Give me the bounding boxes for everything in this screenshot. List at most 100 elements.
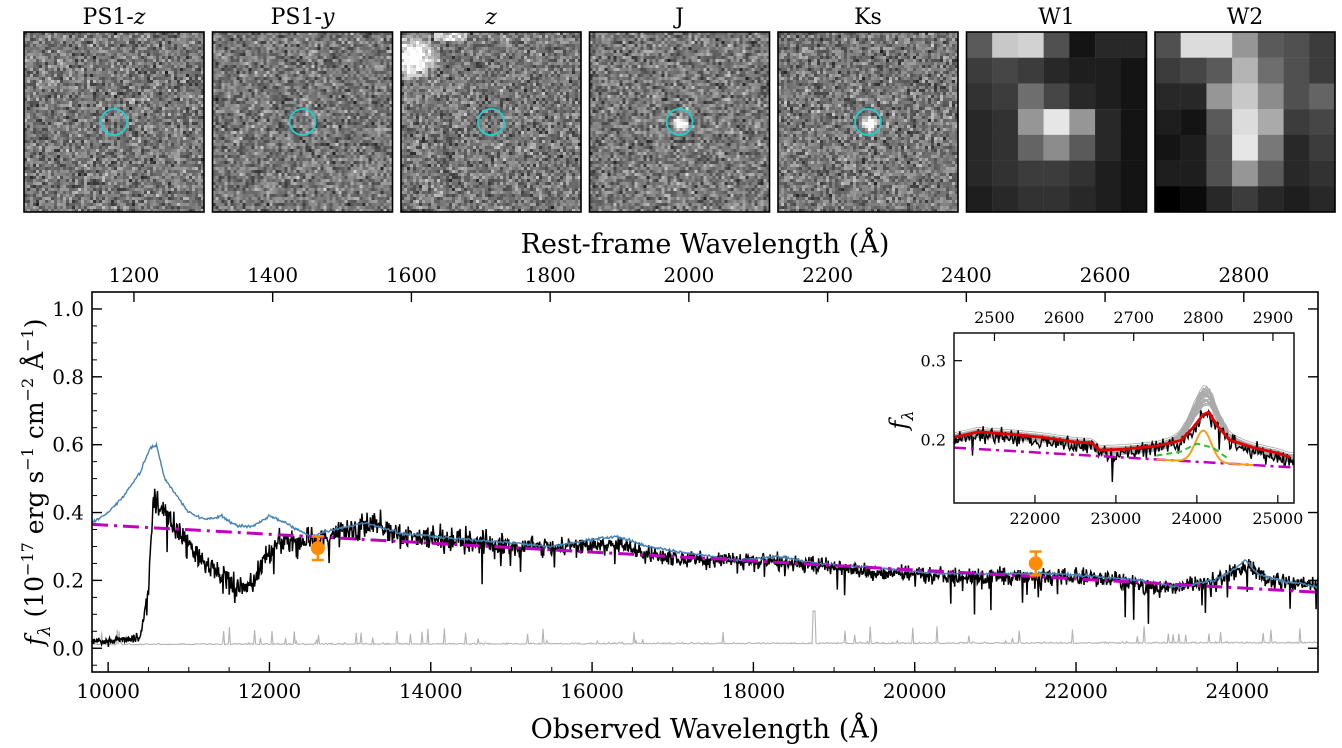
- cutout-pixel: [78, 152, 82, 156]
- cutout-pixel: [153, 188, 157, 192]
- cutout-pixel: [165, 194, 169, 198]
- cutout-pixel: [54, 104, 58, 108]
- cutout-pixel: [180, 35, 184, 39]
- cutout-pixel: [212, 35, 216, 39]
- cutout-pixel: [311, 74, 315, 78]
- cutout-pixel: [81, 155, 85, 159]
- cutout-pixel: [224, 47, 228, 51]
- cutout-pixel: [180, 152, 184, 156]
- cutout-pixel: [84, 122, 88, 126]
- cutout-pixel: [386, 53, 390, 57]
- cutout-pixel: [365, 89, 369, 93]
- cutout-pixel: [305, 35, 309, 39]
- cutout-pixel: [150, 134, 154, 138]
- cutout-pixel: [33, 125, 37, 129]
- cutout-pixel: [33, 155, 37, 159]
- cutout-pixel: [144, 116, 148, 120]
- cutout-pixel: [153, 125, 157, 129]
- cutout-pixel: [290, 56, 294, 60]
- cutout-pixel: [87, 32, 91, 36]
- cutout-pixel: [129, 188, 133, 192]
- cutout-pixel: [320, 71, 324, 75]
- cutout-pixel: [201, 152, 205, 156]
- cutout-pixel: [263, 71, 267, 75]
- cutout-pixel: [72, 41, 76, 45]
- cutout-pixel: [308, 71, 312, 75]
- cutout-pixel: [245, 32, 249, 36]
- cutout-pixel: [212, 74, 216, 78]
- cutout-pixel: [54, 200, 58, 204]
- cutout-pixel: [54, 203, 58, 207]
- cutout-pixel: [192, 41, 196, 45]
- cutout-pixel: [171, 191, 175, 195]
- cutout-pixel: [96, 137, 100, 141]
- cutout-pixel: [356, 62, 360, 66]
- cutout-pixel: [30, 47, 34, 51]
- cutout-pixel: [156, 110, 160, 114]
- cutout-pixel: [114, 122, 118, 126]
- cutout-pixel: [105, 179, 109, 183]
- cutout-pixel: [221, 50, 225, 54]
- cutout-pixel: [180, 173, 184, 177]
- cutout-pixel: [36, 197, 40, 201]
- cutout-pixel: [45, 200, 49, 204]
- cutout-pixel: [135, 125, 139, 129]
- cutout-pixel: [111, 209, 115, 213]
- cutout-pixel: [296, 38, 300, 42]
- cutout-pixel: [177, 98, 181, 102]
- cutout-pixel: [323, 41, 327, 45]
- cutout-pixel: [135, 74, 139, 78]
- cutout-pixel: [132, 89, 136, 93]
- cutout-pixel: [386, 38, 390, 42]
- cutout-pixel: [24, 149, 28, 153]
- cutout-pixel: [63, 179, 67, 183]
- cutout-pixel: [96, 173, 100, 177]
- cutout-pixel: [174, 182, 178, 186]
- cutout-pixel: [359, 68, 363, 72]
- cutout-pixel: [374, 59, 378, 63]
- cutout-pixel: [356, 38, 360, 42]
- cutout-pixel: [54, 71, 58, 75]
- cutout-pixel: [96, 140, 100, 144]
- cutout-pixel: [195, 80, 199, 84]
- cutout-pixel: [299, 95, 303, 99]
- cutout-pixel: [75, 41, 79, 45]
- cutout-pixel: [114, 71, 118, 75]
- cutout-pixel: [99, 95, 103, 99]
- cutout-pixel: [165, 74, 169, 78]
- cutout-pixel: [186, 35, 190, 39]
- cutout-pixel: [117, 161, 121, 165]
- cutout-pixel: [195, 155, 199, 159]
- cutout-pixel: [365, 92, 369, 96]
- cutout-pixel: [233, 80, 237, 84]
- cutout-pixel: [96, 38, 100, 42]
- cutout-pixel: [99, 80, 103, 84]
- cutout-pixel: [236, 44, 240, 48]
- cutout-pixel: [78, 116, 82, 120]
- cutout-pixel: [120, 74, 124, 78]
- cutout-pixel: [171, 140, 175, 144]
- cutout-pixel: [129, 86, 133, 90]
- cutout-pixel: [150, 107, 154, 111]
- cutout-pixel: [48, 149, 52, 153]
- cutout-pixel: [233, 35, 237, 39]
- cutout-pixel: [66, 197, 70, 201]
- cutout-pixel: [198, 179, 202, 183]
- cutout-pixel: [162, 95, 166, 99]
- cutout-pixel: [153, 173, 157, 177]
- cutout-pixel: [117, 86, 121, 90]
- cutout-pixel: [221, 65, 225, 69]
- cutout-pixel: [105, 161, 109, 165]
- cutout-pixel: [198, 161, 202, 165]
- cutout-pixel: [135, 44, 139, 48]
- cutout-pixel: [84, 68, 88, 72]
- cutout-pixel: [183, 110, 187, 114]
- cutout-pixel: [180, 185, 184, 189]
- cutout-pixel: [90, 68, 94, 72]
- cutout-pixel: [114, 74, 118, 78]
- cutout-pixel: [54, 38, 58, 42]
- cutout-pixel: [102, 125, 106, 129]
- cutout-pixel: [201, 122, 205, 126]
- cutout-pixel: [201, 134, 205, 138]
- cutout-pixel: [242, 98, 246, 102]
